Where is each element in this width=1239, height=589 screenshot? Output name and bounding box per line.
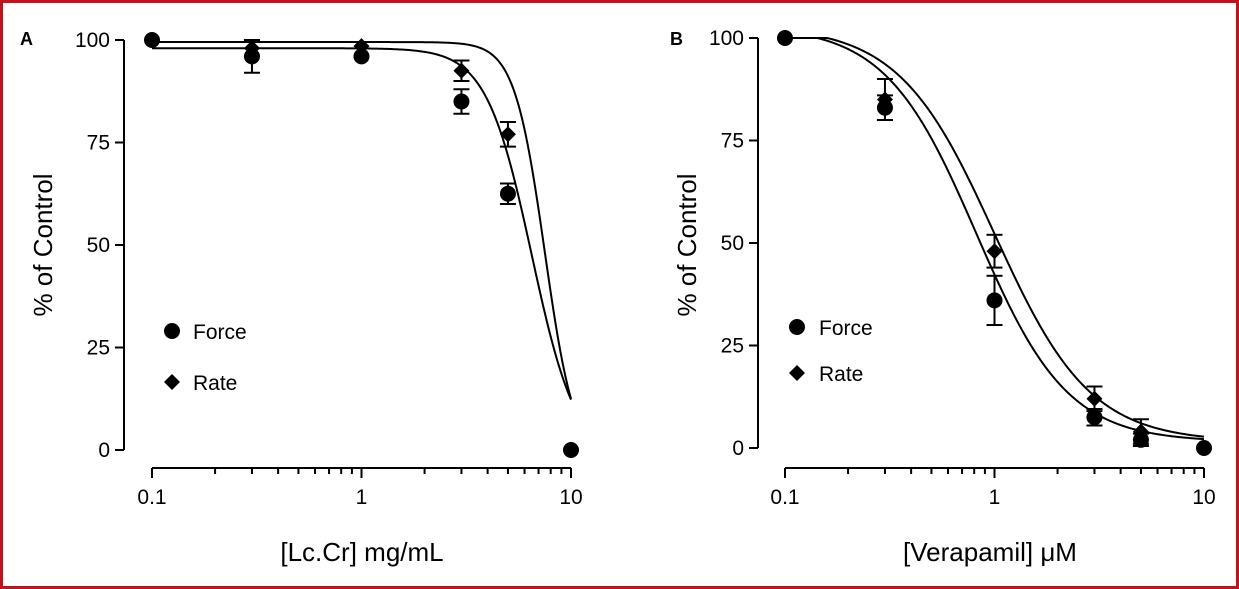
panel-a-x-axis-title: [Lc.Cr] mg/mL	[280, 537, 443, 567]
panel-b-y-tick-label: 50	[721, 232, 744, 255]
panel-a-axes: 0 25 50 75 100 0.1 1 10	[75, 29, 583, 509]
panel-b-data-point-force	[1086, 409, 1103, 426]
panel-b-y-tick-label: 75	[721, 130, 744, 153]
panel-a-data-marks	[144, 32, 579, 458]
panel-b-x-tick-label: 10	[1192, 486, 1215, 509]
panel-b-legend-force-label: Force	[819, 317, 873, 340]
panel-b: B 0 25 50 75 100 0.1 1 10 Force Rate [Verapamil…	[670, 27, 1216, 567]
panel-b-data-point-force	[986, 292, 1003, 309]
panel-b-axes: 0 25 50 75 100 0.1 1 10	[709, 27, 1216, 509]
panel-a-y-tick-label: 0	[98, 439, 110, 462]
panel-a-data-point-force	[453, 93, 470, 110]
panel-b-y-tick-label: 0	[732, 437, 744, 460]
panel-a-legend-force-symbol	[164, 323, 180, 339]
panel-b-data-point-rate	[876, 91, 893, 108]
panel-a-data-point-rate	[453, 62, 470, 79]
panel-a-x-tick-label: 10	[559, 486, 582, 509]
panel-a-legend-force-label: Force	[193, 321, 247, 344]
panel-a-x-tick-label: 0.1	[137, 486, 166, 509]
panel-b-data-point-rate	[1196, 440, 1212, 456]
panel-b-data-point-rate	[1086, 390, 1103, 407]
panel-a-letter: A	[20, 29, 33, 49]
panel-b-fit-curves	[785, 37, 1205, 441]
panel-b-y-tick-label: 25	[721, 335, 744, 358]
panel-b-data-point-rate	[986, 243, 1003, 260]
panel-b-fit-curve-force	[785, 37, 1205, 441]
panel-a-data-point-rate	[243, 40, 260, 57]
panel-b-y-axis-title: % of Control	[672, 173, 702, 316]
panel-b-y-tick-label: 100	[709, 27, 744, 50]
panel-b-legend-rate-symbol	[789, 365, 805, 381]
panel-a-legend-marker-force	[164, 323, 180, 339]
panel-a-legend-rate-label: Rate	[193, 372, 237, 395]
panel-a-data-point-rate	[353, 38, 370, 55]
panel-b-data-marks	[777, 30, 1212, 456]
panel-b-legend: Force Rate	[789, 317, 873, 386]
panel-a-data-point-force	[353, 48, 370, 65]
panel-b-x-tick-label: 1	[989, 486, 1001, 509]
panel-a-y-tick-label: 75	[87, 132, 110, 155]
panel-b-x-axis-title: [Verapamil] μM	[903, 537, 1077, 567]
panel-b-data-point-rate	[777, 30, 793, 46]
panel-a-y-tick-label: 25	[87, 337, 110, 360]
panel-a-legend-rate-symbol	[164, 374, 180, 390]
panel-a-data-point-rate	[563, 442, 579, 458]
panel-b-data-point-rate	[1132, 423, 1149, 440]
panel-a-data-point-rate	[144, 32, 160, 48]
panel-a-legend-marker-rate	[164, 374, 180, 390]
panel-a-data-point-force	[499, 185, 516, 202]
panel-a-y-axis-title: % of Control	[28, 173, 58, 316]
panel-a-y-tick-label: 100	[75, 29, 110, 52]
panel-b-legend-marker-rate	[789, 365, 805, 381]
panel-a-y-tick-label: 50	[87, 234, 110, 257]
panel-a-x-tick-label: 1	[356, 486, 368, 509]
panel-b-legend-marker-force	[789, 319, 805, 335]
panel-a: A 0 25 50 75 100 0.1 1 10 Force Rate [Lc.Cr] mg…	[20, 29, 583, 567]
panel-b-legend-force-symbol	[789, 319, 805, 335]
panel-b-letter: B	[670, 29, 683, 49]
panel-b-x-tick-label: 0.1	[770, 486, 799, 509]
panel-b-legend-rate-label: Rate	[819, 363, 863, 386]
panel-a-data-point-rate	[499, 126, 516, 143]
panel-a-legend: Force Rate	[164, 321, 247, 395]
panel-b-fit-curve-rate	[785, 37, 1205, 438]
